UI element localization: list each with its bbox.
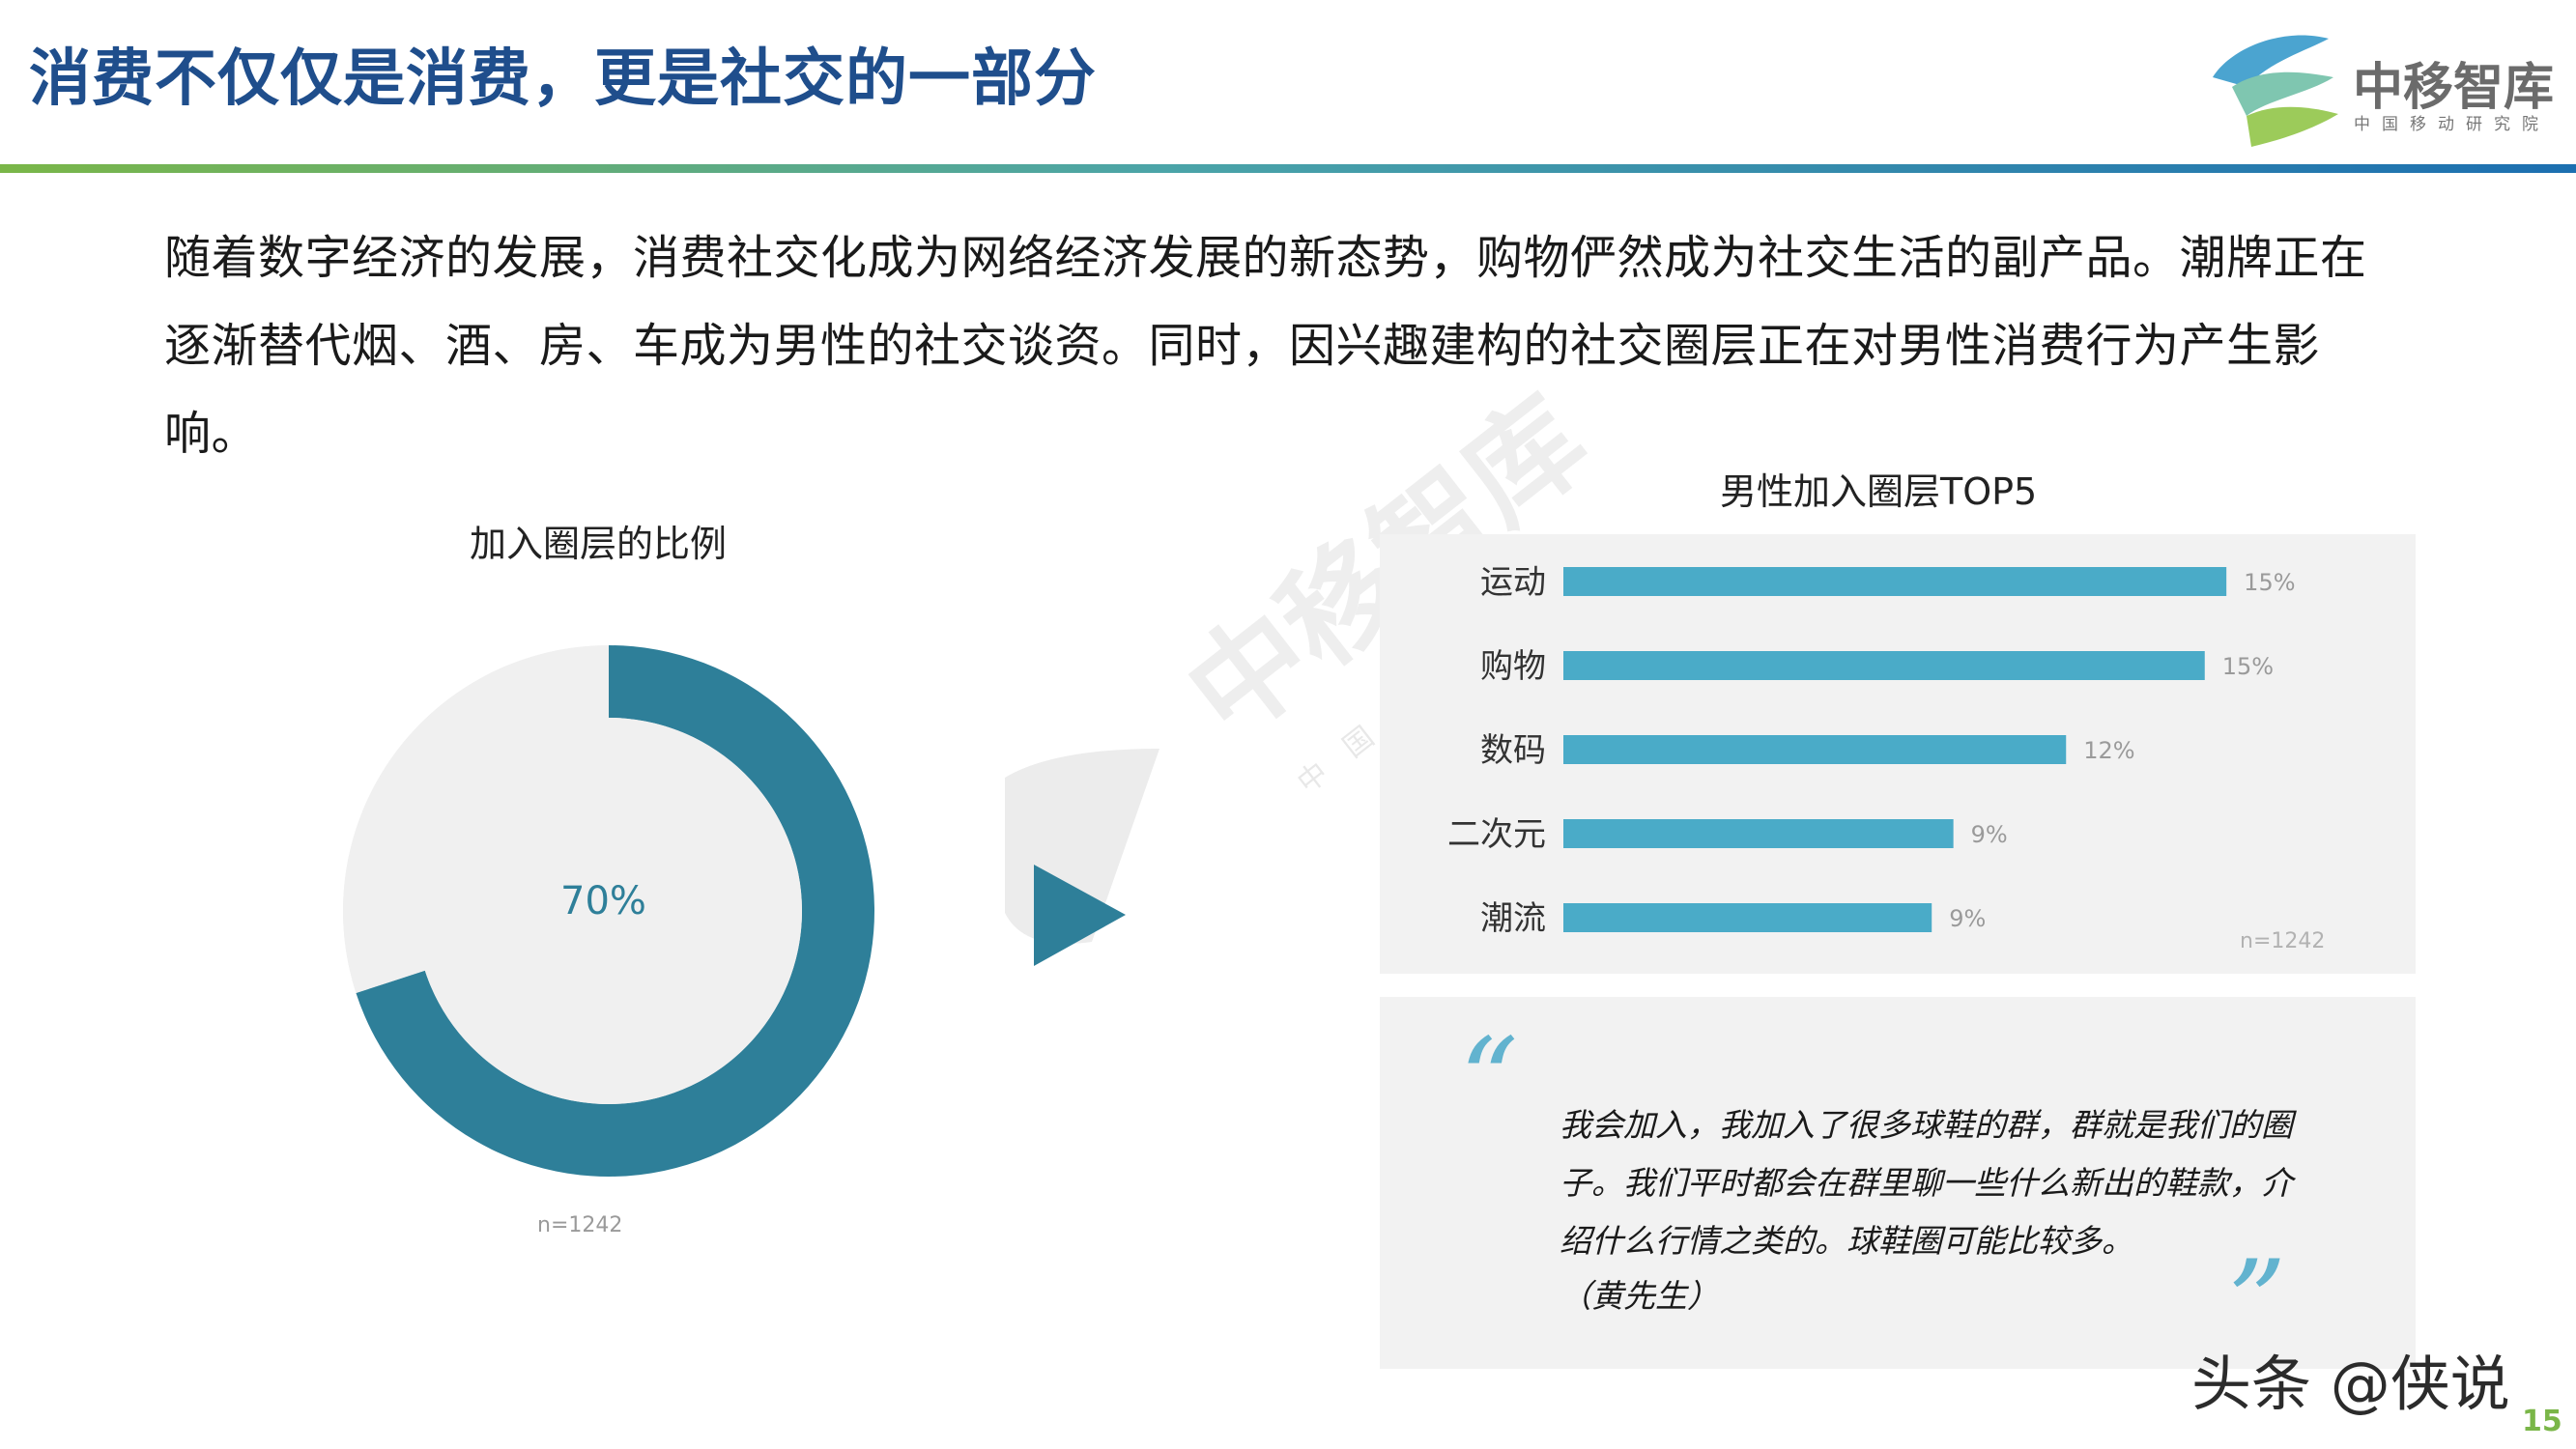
page-title: 消费不仅仅是消费，更是社交的一部分 (29, 43, 1097, 115)
bar-value-label: 12% (2083, 737, 2134, 764)
bar-value-label: 15% (2244, 569, 2295, 596)
source-credit: 头条 @侠说 (2191, 1349, 2510, 1419)
bar (1563, 819, 1954, 848)
play-arrow-icon (1005, 749, 1159, 966)
quote-author: （黄先生） (1560, 1277, 1719, 1315)
donut-slice (343, 645, 609, 993)
page-number: 15 (2522, 1405, 2562, 1438)
donut-chart-title: 加入圈层的比例 (470, 523, 728, 565)
quote-text: 我会加入，我加入了很多球鞋的群，群就是我们的圈子。我们平时都会在群里聊一些什么新… (1560, 1106, 2293, 1260)
bar-value-label: 9% (1949, 905, 1986, 932)
header-divider (0, 164, 2576, 173)
logo-name: 中移智库 (2353, 59, 2555, 117)
bar (1563, 903, 1932, 932)
bar (1563, 735, 2067, 764)
open-quote-icon: “ (1459, 1014, 1519, 1149)
donut-chart (343, 645, 874, 1177)
donut-hole (415, 718, 802, 1104)
bar-chart: 运动 15% 购物 15% 数码 12% 二次元 9% 潮流 9% (1447, 563, 2296, 938)
intro-paragraph: 随着数字经济的发展，消费社交化成为网络经济发展的新态势，购物俨然成为社交生活的副… (164, 231, 2367, 461)
bar-sample-size: n=1242 (2240, 929, 2326, 953)
bar-chart-title: 男性加入圈层TOP5 (1720, 470, 2038, 513)
bar (1563, 651, 2205, 680)
bar-category-label: 二次元 (1447, 815, 1546, 854)
logo-icon (2213, 35, 2338, 147)
bar-category-label: 数码 (1480, 731, 1546, 770)
bar-category-label: 潮流 (1480, 899, 1546, 938)
bar-value-label: 9% (1971, 821, 2008, 848)
logo-subtitle: 中国移动研究院 (2354, 115, 2550, 134)
donut-center-label: 70% (560, 879, 646, 923)
quote-panel (1380, 997, 2416, 1369)
close-quote-icon: ” (2227, 1236, 2287, 1371)
donut-sample-size: n=1242 (537, 1213, 623, 1237)
bar-category-label: 购物 (1480, 647, 1546, 686)
bar-category-label: 运动 (1480, 563, 1546, 602)
bar-value-label: 15% (2222, 653, 2274, 680)
bar (1563, 567, 2227, 596)
